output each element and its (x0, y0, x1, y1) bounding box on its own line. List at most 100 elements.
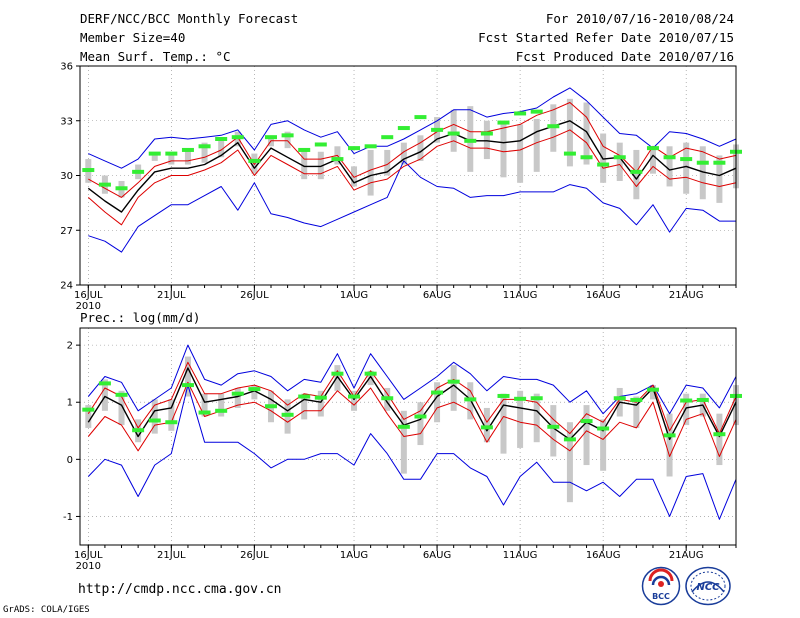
median-marker (464, 397, 477, 402)
median-marker (82, 407, 95, 412)
top-variable-label: Mean Surf. Temp.: °C (80, 49, 231, 64)
y-tick-label: 36 (60, 62, 73, 73)
ensemble-box (500, 120, 507, 178)
median-marker (364, 371, 377, 376)
x-year-label: 2010 (76, 561, 101, 572)
median-marker (264, 404, 277, 409)
grads-credit: GrADS: COLA/IGES (3, 605, 90, 615)
ensemble-box (234, 387, 241, 408)
x-tick-label: 21JUL (157, 290, 186, 301)
median-marker (680, 157, 693, 162)
ensemble-box (666, 146, 673, 187)
ensemble-box (400, 142, 407, 165)
x-tick-label: 11AUG (503, 550, 538, 561)
ensemble-box (550, 405, 557, 457)
median-marker (331, 371, 344, 376)
median-marker (331, 157, 344, 162)
median-marker (148, 418, 161, 423)
median-marker (713, 160, 726, 165)
median-marker (348, 146, 361, 151)
x-tick-label: 1AUG (340, 290, 368, 301)
median-marker (98, 381, 111, 386)
median-marker (314, 142, 327, 147)
x-tick-label: 16JUL (74, 290, 103, 301)
ensemble-box (317, 151, 324, 180)
x-tick-label: 6AUG (423, 290, 451, 301)
ensemble-box (583, 102, 590, 165)
ensemble-box (184, 356, 191, 397)
ensemble-box (168, 399, 175, 431)
ensemble-box (201, 142, 208, 163)
ensemble-box (517, 390, 524, 448)
ensemble-box (583, 405, 590, 466)
ensemble-box (533, 118, 540, 172)
ensemble-box (417, 402, 424, 446)
produced-date-label: Fcst Produced Date 2010/07/16 (515, 49, 734, 64)
series-line-lower (87, 381, 737, 457)
ensemble-box (151, 153, 158, 161)
ensemble-box (367, 370, 374, 386)
median-marker (547, 124, 560, 129)
ensemble-box (716, 155, 723, 203)
forecast-period-label: For 2010/07/16-2010/08/24 (545, 11, 734, 26)
median-marker (397, 424, 410, 429)
series-line-max (88, 87, 737, 169)
ensemble-box (400, 410, 407, 474)
footer-url[interactable]: http://cmdp.ncc.cma.gov.cn (78, 582, 282, 597)
median-marker (165, 420, 178, 425)
series-line-min (88, 160, 736, 253)
precipitation-panel: -1 0 1 2 16JUL 21JUL 26JUL 1AUG 6AUG 11AUG 16AUG 21… (63, 327, 742, 572)
median-marker (115, 186, 128, 191)
y-tick-label: 30 (60, 171, 73, 182)
median-marker (215, 137, 228, 141)
x-tick-label: 6AUG (423, 550, 451, 561)
median-marker (381, 396, 394, 401)
bcc-logo: BCC (641, 566, 681, 606)
median-marker (696, 397, 709, 402)
median-marker (580, 419, 593, 424)
x-tick-label: 21AUG (669, 290, 704, 301)
ensemble-box (434, 382, 441, 423)
ensemble-box (151, 399, 158, 434)
ensemble-box (666, 413, 673, 477)
ensemble-box (699, 146, 706, 200)
ensemble-box (533, 393, 540, 443)
median-marker (680, 398, 693, 403)
ensemble-box (600, 419, 607, 471)
x-tick-label: 16JUL (74, 550, 103, 561)
median-marker (530, 109, 543, 114)
x-tick-label: 26JUL (240, 550, 269, 561)
series-line-mean (87, 120, 737, 213)
median-marker (414, 414, 427, 419)
median-marker (298, 147, 311, 152)
bcc-logo-text: BCC (652, 592, 670, 601)
ensemble-box (251, 385, 258, 400)
median-marker (298, 394, 311, 399)
ensemble-box (500, 393, 507, 454)
ensemble-box (301, 148, 308, 180)
ensemble-box (367, 149, 374, 196)
median-marker (181, 383, 194, 388)
series-line-max (87, 344, 737, 415)
x-tick-label: 21AUG (669, 550, 704, 561)
median-marker (198, 144, 211, 149)
ensemble-box (517, 124, 524, 183)
x-tick-label: 11AUG (503, 290, 538, 301)
median-marker (447, 131, 460, 136)
ensemble-box (218, 393, 225, 417)
temperature-panel: 24 27 30 33 36 16JUL 21JUL 26JUL 1AUG 6AUG 11AUG 16… (60, 62, 742, 312)
ensemble-box (317, 390, 324, 417)
y-tick-label: 1 (67, 398, 73, 409)
median-marker (281, 412, 294, 417)
median-marker (431, 390, 444, 395)
chart-title: DERF/NCC/BCC Monthly Forecast (80, 11, 299, 26)
ensemble-box (483, 407, 490, 443)
x-tick-label: 26JUL (240, 290, 269, 301)
y-tick-label: 2 (67, 341, 73, 352)
median-marker (630, 169, 643, 174)
median-marker (364, 144, 377, 149)
median-marker (663, 155, 676, 160)
x-tick-label: 1AUG (340, 550, 368, 561)
series-line-lower (87, 129, 737, 226)
ensemble-box (201, 393, 208, 417)
